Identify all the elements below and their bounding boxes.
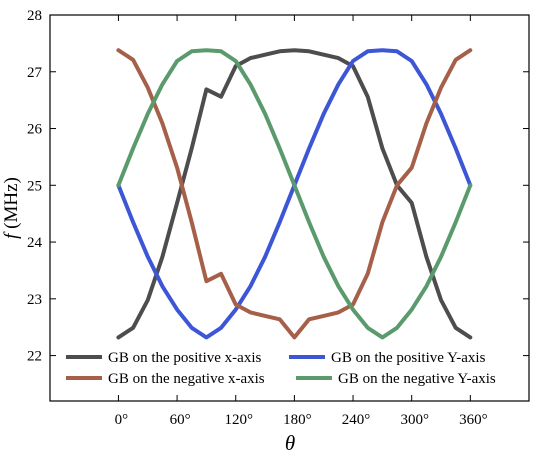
series-line-2 bbox=[116, 48, 473, 340]
y-tick-label: 27 bbox=[27, 65, 43, 81]
x-tick-label: 0° bbox=[115, 412, 129, 428]
y-tick-labels: 22 23 24 25 26 27 28 bbox=[27, 8, 43, 365]
x-tick-label: 240° bbox=[342, 412, 371, 428]
y-axis-title-units: (MHz) bbox=[1, 177, 22, 233]
legend-item-negative-x: GB on the negative x-axis bbox=[66, 371, 265, 387]
x-tick-label: 120° bbox=[224, 412, 253, 428]
legend-label-negative-x: GB on the negative x-axis bbox=[108, 371, 265, 387]
x-tick-label: 300° bbox=[400, 412, 429, 428]
legend-label-negative-y: GB on the negative Y-axis bbox=[338, 371, 496, 387]
legend-item-positive-x: GB on the positive x-axis bbox=[66, 350, 261, 366]
y-tick-label: 28 bbox=[27, 8, 42, 24]
series-line-3 bbox=[116, 48, 473, 340]
y-axis-title: f (MHz) bbox=[1, 177, 22, 239]
x-tick-label: 60° bbox=[170, 412, 191, 428]
tick-marks bbox=[50, 14, 529, 401]
y-axis-title-italic: f bbox=[1, 231, 22, 239]
y-tick-label: 22 bbox=[27, 349, 42, 365]
plot-frame bbox=[49, 14, 530, 402]
x-tick-labels: 0° 60° 120° 180° 240° 300° 360° bbox=[115, 412, 488, 428]
x-tick-label: 180° bbox=[283, 412, 312, 428]
series-line-0 bbox=[116, 48, 473, 340]
x-tick-label: 360° bbox=[459, 412, 488, 428]
legend-item-positive-y: GB on the positive Y-axis bbox=[289, 350, 486, 366]
y-tick-label: 25 bbox=[27, 178, 42, 194]
y-tick-label: 24 bbox=[27, 235, 43, 251]
y-tick-label: 23 bbox=[27, 292, 42, 308]
legend: GB on the positive x-axis GB on the posi… bbox=[66, 350, 496, 387]
legend-item-negative-y: GB on the negative Y-axis bbox=[296, 371, 496, 387]
series-lines bbox=[116, 48, 473, 340]
x-axis-title: θ bbox=[285, 431, 295, 455]
legend-label-positive-x: GB on the positive x-axis bbox=[108, 350, 261, 366]
y-tick-label: 26 bbox=[27, 122, 43, 138]
series-line-1 bbox=[116, 48, 473, 340]
legend-label-positive-y: GB on the positive Y-axis bbox=[331, 350, 486, 366]
